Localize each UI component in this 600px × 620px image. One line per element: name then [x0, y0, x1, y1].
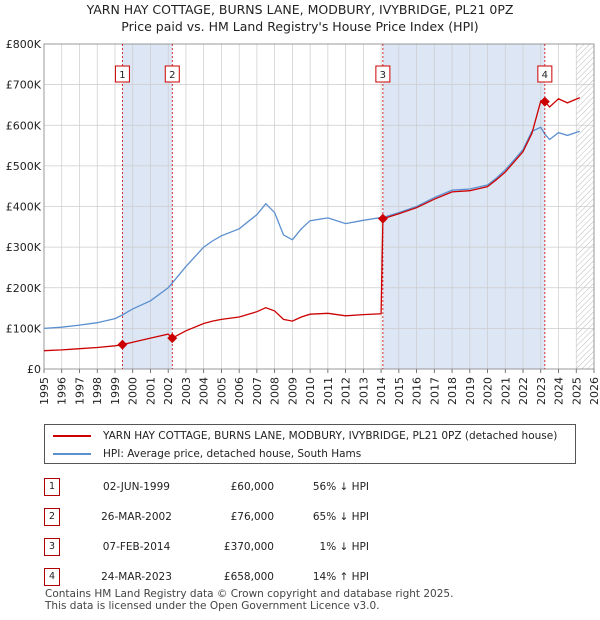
x-tick-label: 2010 — [304, 377, 317, 405]
sale-number-badge: 3 — [44, 538, 60, 556]
sale-hpi-diff: 14% ↑ HPI — [312, 571, 369, 583]
x-tick-label: 2017 — [428, 377, 441, 405]
sale-hpi-diff: 65% ↓ HPI — [312, 511, 369, 523]
sale-point — [539, 96, 550, 107]
footer-copyright: Contains HM Land Registry data © Crown c… — [45, 588, 454, 600]
x-tick-label: 2004 — [198, 377, 211, 405]
legend-hpi-label: HPI: Average price, detached house, Sout… — [103, 448, 362, 460]
x-tick-label: 2012 — [340, 377, 353, 405]
y-tick-label: £800K — [6, 38, 42, 51]
x-tick-label: 2006 — [233, 377, 246, 405]
table-row: 2 26-MAR-2002 £76,000 65% ↓ HPI — [44, 502, 369, 532]
sale-hpi-diff: 1% ↓ HPI — [319, 541, 369, 553]
sales-table: 1 02-JUN-1999 £60,000 56% ↓ HPI 2 26-MAR… — [44, 472, 369, 592]
sale-point — [167, 333, 178, 344]
chart-title-line2: Price paid vs. HM Land Registry's House … — [121, 19, 479, 34]
x-tick-label: 2000 — [127, 377, 140, 405]
chart-legend: YARN HAY COTTAGE, BURNS LANE, MODBURY, I… — [44, 424, 576, 464]
x-tick-label: 1996 — [56, 377, 69, 405]
x-tick-label: 2007 — [251, 377, 264, 405]
sale-price: £76,000 — [230, 511, 274, 523]
table-row: 3 07-FEB-2014 £370,000 1% ↓ HPI — [44, 532, 369, 562]
legend-item-hpi: HPI: Average price, detached house, Sout… — [53, 446, 361, 462]
sale-date: 24-MAR-2023 — [101, 571, 172, 583]
sale-date: 07-FEB-2014 — [102, 541, 171, 553]
x-tick-label: 2018 — [446, 377, 459, 405]
footer-licence: This data is licensed under the Open Gov… — [45, 600, 380, 612]
x-tick-label: 2019 — [464, 377, 477, 405]
table-row: 4 24-MAR-2023 £658,000 14% ↑ HPI — [44, 562, 369, 592]
plot-border — [43, 43, 595, 370]
sale-number-badge: 1 — [44, 478, 60, 496]
hpi-line — [43, 126, 581, 330]
sale-price: £658,000 — [223, 571, 274, 583]
x-tick-label: 2016 — [411, 377, 424, 405]
x-tick-label: 2021 — [499, 377, 512, 405]
x-tick-label: 2001 — [144, 377, 157, 405]
x-tick-label: 2003 — [180, 377, 193, 405]
x-tick-label: 2009 — [286, 377, 299, 405]
x-tick-label: 2024 — [553, 377, 566, 405]
x-tick-label: 2023 — [535, 377, 548, 405]
x-tick-label: 1998 — [91, 377, 104, 405]
x-tick-label: 2013 — [357, 377, 370, 405]
x-tick-label: 2026 — [588, 377, 600, 405]
sale-marker-label: 3 — [380, 70, 386, 81]
sale-date: 02-JUN-1999 — [103, 481, 170, 493]
x-tick-label: 2014 — [375, 377, 388, 405]
sale-point — [377, 213, 388, 224]
x-tick-label: 1995 — [38, 377, 51, 405]
legend-price-label: YARN HAY COTTAGE, BURNS LANE, MODBURY, I… — [103, 430, 558, 442]
sale-date: 26-MAR-2002 — [101, 511, 172, 523]
y-tick-label: £600K — [6, 119, 42, 132]
y-tick-label: £400K — [6, 201, 42, 214]
sale-marker-box — [164, 65, 180, 83]
sale-price: £60,000 — [230, 481, 274, 493]
legend-item-price: YARN HAY COTTAGE, BURNS LANE, MODBURY, I… — [53, 428, 557, 444]
sale-hpi-diff: 56% ↓ HPI — [312, 481, 369, 493]
x-tick-label: 2008 — [269, 377, 282, 405]
y-tick-label: £700K — [6, 79, 42, 92]
y-tick-label: £500K — [6, 160, 42, 173]
sale-marker-box — [375, 65, 391, 83]
sale-marker-box — [114, 65, 130, 83]
x-tick-label: 2005 — [215, 377, 228, 405]
price-paid-line — [43, 97, 581, 352]
x-tick-label: 2020 — [482, 377, 495, 405]
x-tick-label: 2022 — [517, 377, 530, 405]
y-tick-label: £0 — [27, 363, 41, 376]
x-tick-label: 2002 — [162, 377, 175, 405]
y-tick-label: £100K — [6, 322, 42, 335]
legend-hpi-line-swatch — [53, 453, 91, 455]
x-tick-label: 2025 — [570, 377, 583, 405]
sale-price: £370,000 — [223, 541, 274, 553]
x-tick-label: 1999 — [109, 377, 122, 405]
table-row: 1 02-JUN-1999 £60,000 56% ↓ HPI — [44, 472, 369, 502]
chart-title-line1: YARN HAY COTTAGE, BURNS LANE, MODBURY, I… — [86, 2, 514, 17]
x-tick-label: 1997 — [73, 377, 86, 405]
sale-marker-label: 1 — [119, 70, 125, 81]
price-chart: £0 £100K £200K £300K £400K £500K £600K £700K £80… — [6, 38, 600, 405]
sale-marker-label: 2 — [169, 70, 175, 81]
x-tick-label: 2011 — [322, 377, 335, 405]
sale-number-badge: 4 — [44, 568, 60, 586]
sale-marker-label: 4 — [542, 70, 548, 81]
legend-price-line-swatch — [53, 435, 91, 437]
sale-number-badge: 2 — [44, 508, 60, 526]
y-tick-label: £200K — [6, 282, 42, 295]
x-tick-label: 2015 — [393, 377, 406, 405]
y-tick-label: £300K — [6, 241, 42, 254]
sale-marker-box — [537, 65, 553, 83]
